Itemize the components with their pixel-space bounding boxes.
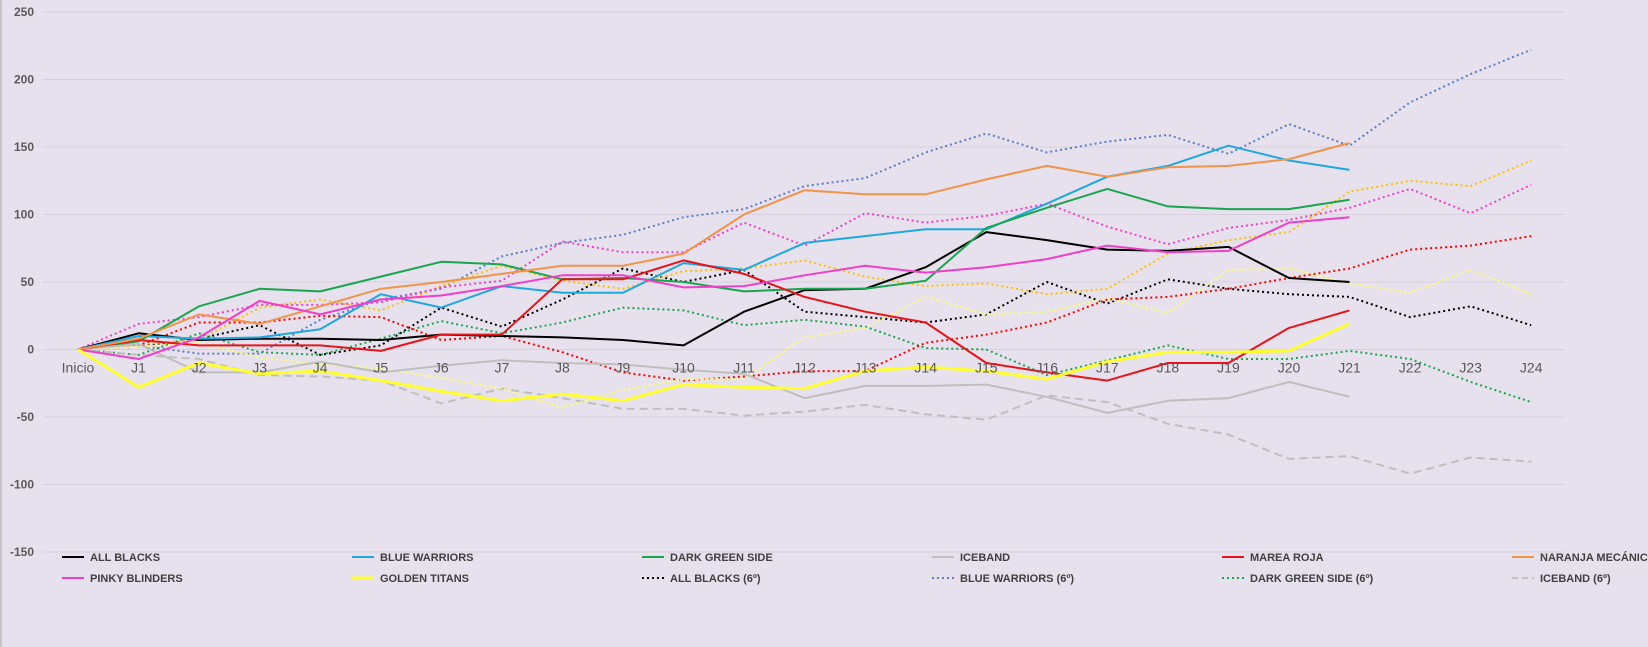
- x-tick-label: J20: [1278, 360, 1301, 376]
- x-tick-label: J16: [1036, 360, 1059, 376]
- series-line-marea-roja: [77, 259, 1350, 382]
- legend-label: DARK GREEN SIDE (6º): [1250, 573, 1374, 585]
- x-tick-label: J8: [555, 360, 570, 376]
- x-tick-label: J14: [914, 360, 937, 376]
- x-tick-label: J1: [131, 360, 146, 376]
- legend-label: ICEBAND: [960, 552, 1010, 564]
- y-tick-label: -50: [17, 410, 35, 424]
- series-line-blue-warriors-6: [77, 48, 1532, 355]
- series-line-all-blacks: [77, 231, 1350, 351]
- series-line-iceband-6: [77, 348, 1532, 475]
- legend-label: MAREA ROJA: [1250, 552, 1324, 564]
- y-tick-label: 150: [14, 140, 34, 154]
- legend-label: DARK GREEN SIDE: [670, 552, 773, 564]
- x-tick-label: J18: [1157, 360, 1180, 376]
- series-line-golden-titans: [77, 322, 1351, 403]
- legend-label: ALL BLACKS (6º): [670, 573, 761, 585]
- x-tick-label: J7: [494, 360, 509, 376]
- x-tick-label: J15: [975, 360, 998, 376]
- x-tick-label: J3: [252, 360, 267, 376]
- x-tick-label: J9: [616, 360, 631, 376]
- x-tick-label: J19: [1217, 360, 1240, 376]
- x-tick-label: J23: [1459, 360, 1482, 376]
- x-tick-label: J12: [793, 360, 816, 376]
- x-tick-label: J24: [1520, 360, 1543, 376]
- x-tick-label: Inicio: [62, 360, 95, 376]
- legend-label: BLUE WARRIORS (6º): [960, 573, 1074, 585]
- legend-label: NARANJA MECÁNICA: [1540, 551, 1648, 564]
- series-line-extra-15: [77, 267, 1532, 409]
- y-tick-label: 250: [14, 5, 34, 19]
- series-line-pinky-blinders: [77, 216, 1350, 360]
- y-tick-label: 100: [14, 208, 34, 222]
- x-tick-label: J13: [854, 360, 877, 376]
- x-tick-label: J10: [672, 360, 695, 376]
- y-tick-label: 50: [21, 275, 35, 289]
- series-line-all-blacks-6: [77, 267, 1532, 356]
- x-tick-label: J11: [733, 360, 755, 376]
- x-tick-label: J2: [192, 360, 207, 376]
- series-line-iceband: [77, 343, 1350, 414]
- x-tick-label: J4: [313, 360, 328, 376]
- y-tick-label: -150: [10, 545, 34, 559]
- legend-label: GOLDEN TITANS: [380, 573, 469, 585]
- x-tick-label: J21: [1338, 360, 1361, 376]
- x-tick-label: J6: [434, 360, 449, 376]
- legend-label: ICEBAND (6º): [1540, 573, 1611, 585]
- x-tick-label: J5: [373, 360, 388, 376]
- legend-label: PINKY BLINDERS: [90, 573, 183, 585]
- y-tick-label: 200: [14, 73, 34, 87]
- y-tick-label: 0: [27, 343, 34, 357]
- legend-label: BLUE WARRIORS: [380, 552, 474, 564]
- series-line-extra-12: [77, 159, 1532, 351]
- x-tick-label: J22: [1399, 360, 1422, 376]
- series-line-naranja-mec-nica: [77, 142, 1350, 351]
- y-tick-label: -100: [10, 478, 34, 492]
- legend-label: ALL BLACKS: [90, 552, 160, 564]
- x-tick-label: J17: [1096, 360, 1119, 376]
